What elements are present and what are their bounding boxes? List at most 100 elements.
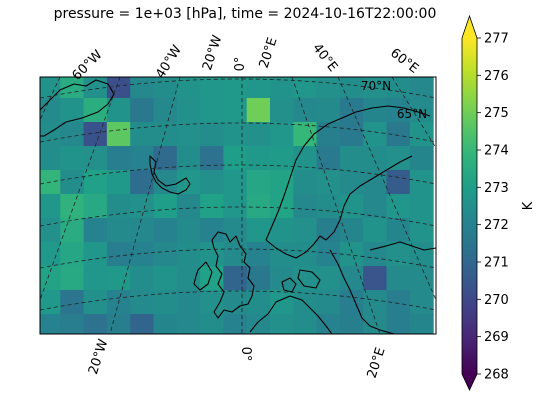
meridian-label-bottom: 20°W [86, 337, 111, 376]
parallel-line [40, 164, 436, 185]
heatmap-cell [316, 170, 341, 195]
heatmap-cell [176, 146, 201, 171]
heatmap-cell [246, 98, 271, 123]
heatmap-cell [246, 314, 271, 334]
heatmap-cell [176, 314, 201, 334]
heatmap-cell [223, 146, 248, 171]
heatmap-cell [363, 242, 388, 267]
heatmap-cell [293, 218, 318, 243]
heatmap-cell [40, 266, 61, 291]
heatmap-cell [386, 146, 411, 171]
heatmap-cell [339, 77, 364, 99]
heatmap-cell [339, 314, 364, 334]
coastline [265, 235, 327, 259]
meridian-line [40, 77, 61, 121]
heatmap-cell [106, 242, 131, 267]
heatmap-cell [60, 290, 85, 315]
heatmap-cell [60, 77, 85, 99]
heatmap-cell [339, 122, 364, 147]
colorbar-tick-label: 274 [484, 144, 509, 159]
parallel-label: 70°N [361, 79, 391, 93]
parallel-line [40, 248, 436, 269]
coastline [265, 105, 431, 241]
heatmap-cell [130, 122, 155, 147]
colorbar-label: K [521, 201, 536, 210]
coastline [149, 155, 191, 195]
heatmap-cell [246, 170, 271, 195]
heatmap-cell [270, 218, 294, 243]
heatmap-cell [83, 266, 108, 291]
coastline [325, 155, 413, 241]
heatmap-cell [246, 146, 271, 171]
heatmap-cell [176, 98, 201, 123]
heatmap-cell [223, 77, 248, 99]
heatmap-cell [130, 290, 155, 315]
heatmap-cell [106, 218, 131, 243]
heatmap-cell [270, 266, 294, 291]
heatmap-cell [130, 314, 155, 334]
heatmap-cell [200, 242, 224, 267]
heatmap-cell [293, 266, 318, 291]
heatmap-cell [83, 146, 108, 171]
heatmap-cell [246, 290, 271, 315]
heatmap-cell [316, 146, 341, 171]
colorbar-tick-label: 268 [484, 368, 509, 383]
heatmap-cell [316, 218, 341, 243]
parallel-line [40, 290, 436, 311]
heatmap-cell [83, 314, 108, 334]
heatmap-cell [106, 194, 131, 219]
heatmap-cell [83, 170, 108, 195]
meridian-label-top: 0° [233, 57, 248, 72]
heatmap-cell [386, 290, 411, 315]
heatmap-cell [363, 314, 388, 334]
heatmap-cell [363, 266, 388, 291]
heatmap-cell [106, 146, 131, 171]
heatmap-cell [246, 218, 271, 243]
map-area [40, 77, 436, 334]
meridian-label-top: 40°W [153, 43, 185, 82]
heatmap-cell [293, 194, 318, 219]
heatmap-cell [106, 170, 131, 195]
heatmap-cell [270, 314, 294, 334]
heatmap-cell [200, 77, 224, 99]
heatmap-cell [130, 146, 155, 171]
heatmap-cell [130, 98, 155, 123]
heatmap-cell [293, 146, 318, 171]
heatmap-cell [409, 314, 434, 334]
chart-title: pressure = 1e+03 [hPa], time = 2024-10-1… [53, 6, 437, 22]
heatmap-cell [200, 170, 224, 195]
meridian-line [337, 77, 436, 301]
heatmap-cell [316, 98, 341, 123]
heatmap-cell [130, 218, 155, 243]
heatmap-cell [270, 146, 294, 171]
heatmap-cell [83, 98, 108, 123]
meridian-label-top: 40°E [309, 41, 340, 75]
heatmap-cell [176, 122, 201, 147]
coastline [40, 79, 115, 137]
heatmap-cell [200, 146, 224, 171]
parallel-line [40, 206, 436, 227]
colorbar-tick-label: 275 [484, 106, 509, 121]
heatmap-cell [106, 266, 131, 291]
heatmap-cell [223, 266, 248, 291]
heatmap-cell [153, 314, 178, 334]
heatmap-cell [246, 122, 271, 147]
heatmap-cell [223, 290, 248, 315]
heatmap-cell [316, 242, 341, 267]
heatmap-cell [409, 242, 434, 267]
heatmap-cell [106, 314, 131, 334]
parallel-label: 65°N [397, 107, 427, 121]
heatmap-cell [316, 314, 341, 334]
heatmap-cell [409, 194, 434, 219]
heatmap-cell [153, 290, 178, 315]
heatmap-cell [83, 122, 108, 147]
heatmap-cell [293, 242, 318, 267]
coastline [211, 231, 255, 319]
heatmap-cell [386, 122, 411, 147]
meridian-line [291, 77, 381, 334]
colorbar-tick-label: 269 [484, 330, 509, 345]
heatmap-cell [223, 194, 248, 219]
heatmap-cell [316, 77, 341, 99]
heatmap-cell [40, 77, 61, 99]
